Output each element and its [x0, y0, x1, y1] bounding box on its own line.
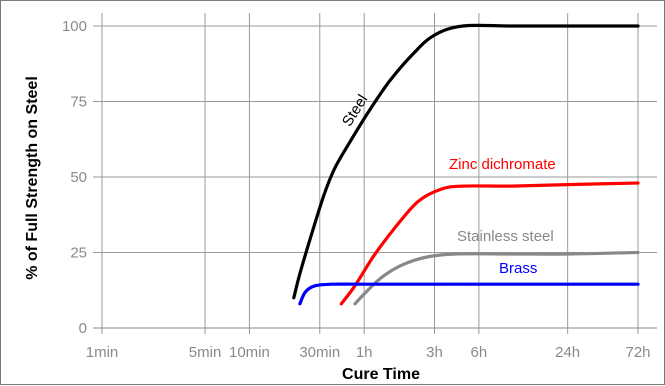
x-tick-label: 1min [86, 344, 119, 361]
series-line-stainless-steel [353, 250, 640, 306]
series-label-steel: Steel [339, 92, 372, 130]
y-tick-label: 0 [79, 320, 87, 337]
y-tick-label: 100 [62, 18, 87, 35]
x-tick-label: 1h [356, 344, 373, 361]
grid [93, 13, 657, 334]
x-axis-title: Cure Time [342, 366, 420, 383]
series-label-brass: Brass [499, 260, 537, 277]
x-tick-label: 24h [555, 344, 580, 361]
x-tick-label: 3h [426, 344, 443, 361]
series-line-brass [298, 282, 640, 306]
series-lines [292, 23, 640, 306]
y-tick-label: 25 [70, 245, 87, 262]
y-axis-ticks: 0 25 50 75 100 [62, 18, 87, 337]
series-label-zinc-dichromate: Zinc dichromate [449, 156, 556, 173]
y-tick-label: 75 [70, 94, 87, 111]
y-tick-label: 50 [70, 169, 87, 186]
x-tick-label: 72h [625, 344, 650, 361]
series-label-stainless-steel: Stainless steel [457, 228, 554, 245]
series-line-steel [292, 23, 640, 300]
y-axis-title: % of Full Strength on Steel [24, 76, 41, 280]
x-tick-label: 10min [229, 344, 270, 361]
x-tick-label: 5min [189, 344, 222, 361]
x-tick-label: 6h [471, 344, 488, 361]
series-line-zinc-dichromate [339, 181, 640, 306]
x-axis-ticks: 1min 5min 10min 30min 1h 3h 6h 24h 72h [86, 344, 651, 361]
x-tick-label: 30min [299, 344, 340, 361]
